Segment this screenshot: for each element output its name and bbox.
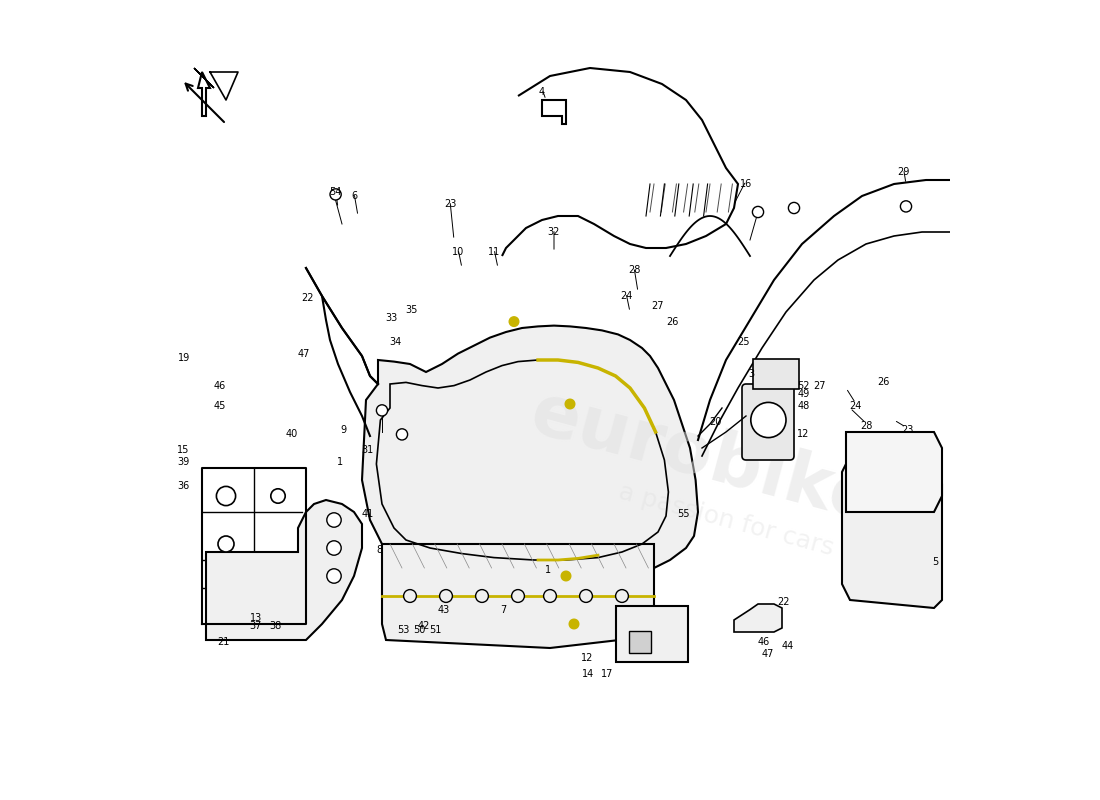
Text: 41: 41 (362, 510, 374, 519)
Text: 39: 39 (177, 458, 189, 467)
Text: 12: 12 (798, 430, 810, 439)
Text: 23: 23 (901, 426, 914, 435)
Circle shape (396, 429, 408, 440)
Text: 28: 28 (628, 266, 640, 275)
Text: 24: 24 (619, 291, 632, 301)
Circle shape (376, 405, 387, 416)
Text: 14: 14 (582, 670, 594, 679)
Text: 40: 40 (286, 430, 298, 439)
Circle shape (512, 590, 525, 602)
Circle shape (789, 202, 800, 214)
Polygon shape (734, 604, 782, 632)
Text: 35: 35 (406, 306, 418, 315)
Text: 6: 6 (351, 191, 358, 201)
Text: 48: 48 (798, 402, 810, 411)
Circle shape (217, 486, 235, 506)
Text: 55: 55 (678, 510, 690, 519)
Circle shape (565, 399, 575, 409)
Text: 28: 28 (860, 422, 872, 431)
Text: 27: 27 (813, 382, 826, 391)
Text: 15: 15 (177, 446, 190, 455)
Text: a passion for cars: a passion for cars (616, 480, 836, 560)
Text: 13: 13 (250, 614, 262, 623)
Circle shape (752, 206, 763, 218)
Text: 24: 24 (849, 402, 861, 411)
Text: 21: 21 (218, 638, 230, 647)
FancyBboxPatch shape (616, 606, 688, 662)
Text: 4: 4 (539, 87, 546, 97)
FancyBboxPatch shape (742, 384, 794, 460)
Circle shape (569, 619, 579, 629)
Circle shape (404, 590, 417, 602)
Circle shape (509, 317, 519, 326)
Circle shape (327, 513, 341, 527)
Text: 44: 44 (781, 642, 794, 651)
Text: 27: 27 (651, 302, 664, 311)
Text: 34: 34 (389, 338, 402, 347)
Text: 31: 31 (362, 446, 374, 455)
Circle shape (616, 590, 628, 602)
Polygon shape (362, 326, 698, 580)
Circle shape (901, 201, 912, 212)
Polygon shape (194, 68, 214, 88)
Text: 16: 16 (740, 179, 752, 189)
Text: 37: 37 (250, 622, 262, 631)
Circle shape (327, 541, 341, 555)
Polygon shape (846, 432, 942, 512)
Circle shape (751, 402, 786, 438)
Text: 53: 53 (397, 626, 410, 635)
Text: 20: 20 (710, 418, 722, 427)
FancyBboxPatch shape (629, 631, 651, 653)
Text: 22: 22 (778, 598, 790, 607)
Text: 49: 49 (798, 390, 810, 399)
Text: 47: 47 (297, 350, 310, 359)
Text: 9: 9 (341, 426, 346, 435)
Polygon shape (206, 500, 362, 640)
Circle shape (561, 571, 571, 581)
Circle shape (327, 569, 341, 583)
Text: 38: 38 (270, 622, 282, 631)
Text: 43: 43 (438, 606, 450, 615)
Text: 45: 45 (213, 402, 226, 411)
Text: 1: 1 (544, 566, 551, 575)
Text: 10: 10 (452, 247, 464, 257)
FancyBboxPatch shape (754, 359, 799, 389)
Text: 22: 22 (301, 294, 314, 303)
Text: eurobikes: eurobikes (524, 379, 928, 549)
Text: 25: 25 (737, 338, 750, 347)
Text: 17: 17 (602, 670, 614, 679)
Text: 11: 11 (488, 247, 501, 257)
Text: 47: 47 (761, 650, 773, 659)
Text: 46: 46 (213, 382, 226, 391)
Text: 32: 32 (548, 227, 560, 237)
Circle shape (543, 590, 557, 602)
Text: 3: 3 (748, 370, 755, 379)
Circle shape (440, 590, 452, 602)
Text: 50: 50 (414, 626, 426, 635)
Text: 1: 1 (337, 458, 343, 467)
Text: 12: 12 (582, 654, 594, 663)
Text: 33: 33 (385, 314, 398, 323)
Text: 36: 36 (177, 482, 189, 491)
Text: 54: 54 (329, 187, 342, 197)
Text: 23: 23 (443, 199, 456, 209)
Circle shape (218, 536, 234, 552)
Text: 7: 7 (500, 606, 507, 615)
Text: 46: 46 (758, 638, 770, 647)
Text: 52: 52 (798, 382, 810, 391)
Circle shape (580, 590, 593, 602)
Circle shape (271, 489, 285, 503)
Text: 5: 5 (933, 558, 938, 567)
Circle shape (330, 189, 341, 200)
Text: 29: 29 (898, 167, 910, 177)
Polygon shape (842, 464, 942, 608)
Text: 26: 26 (878, 378, 890, 387)
Text: 42: 42 (417, 622, 430, 631)
Text: 26: 26 (667, 318, 679, 327)
Circle shape (475, 590, 488, 602)
Text: 8: 8 (376, 546, 383, 555)
Polygon shape (382, 544, 654, 648)
Text: 51: 51 (429, 626, 442, 635)
Text: 19: 19 (177, 354, 189, 363)
